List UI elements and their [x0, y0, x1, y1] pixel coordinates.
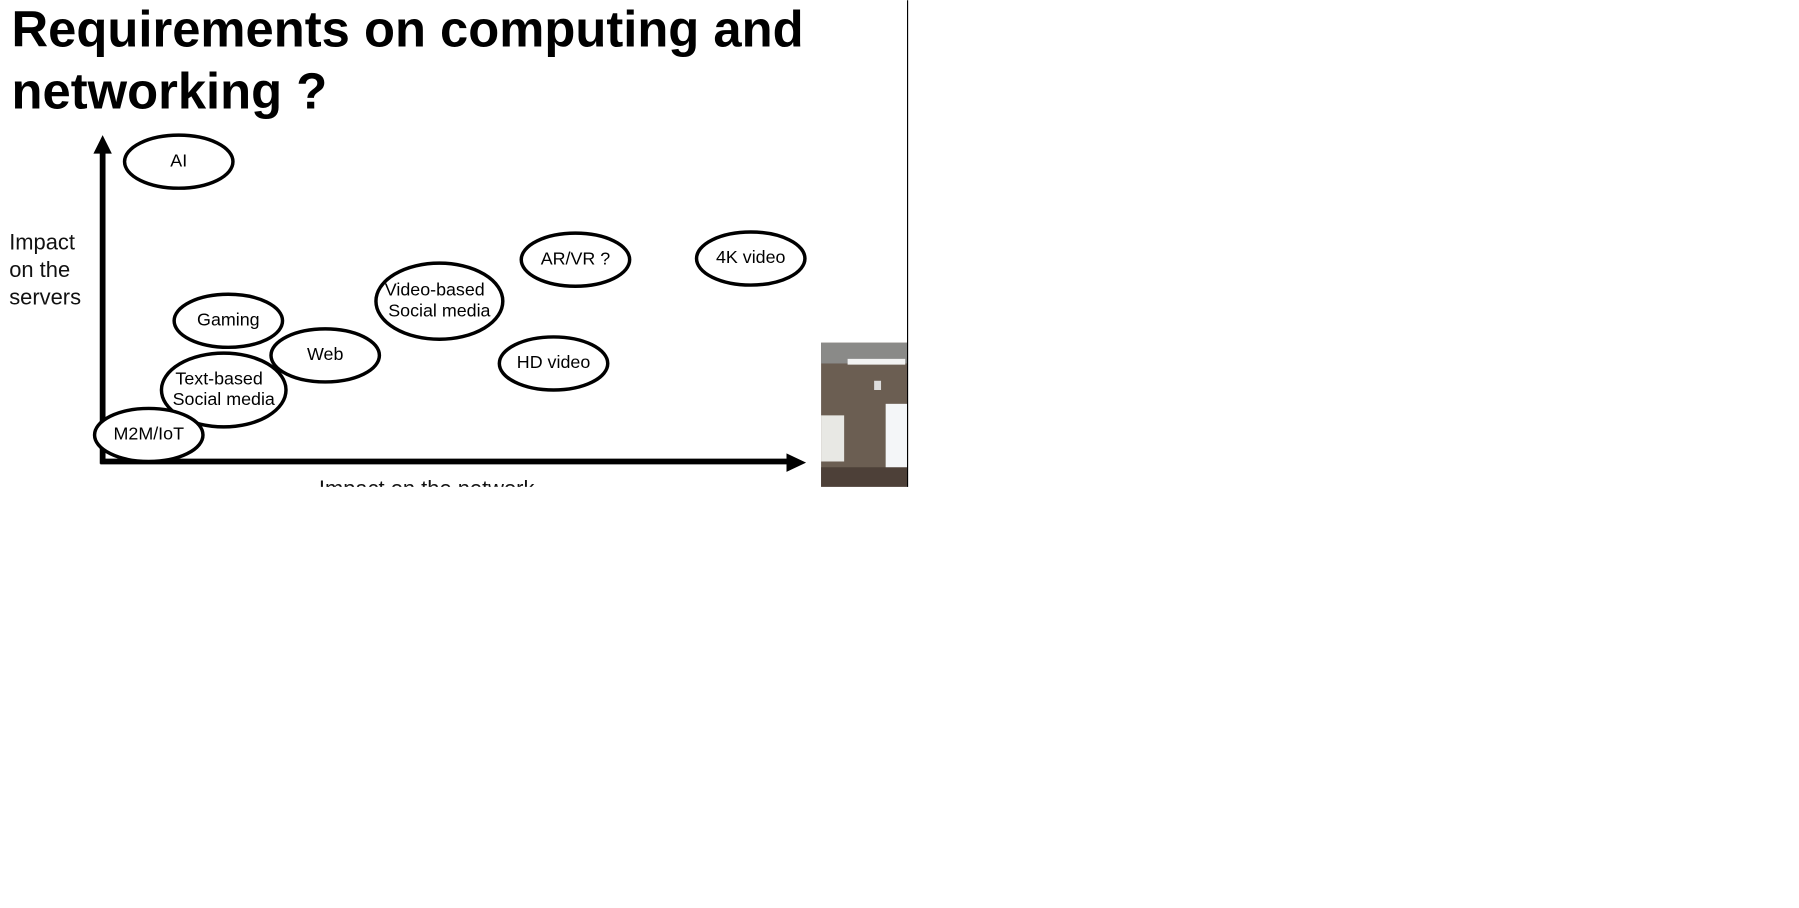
node-label: AI [170, 150, 187, 170]
node-ellipse [159, 351, 288, 429]
x-axis-label: Impact on the network [319, 476, 535, 501]
node-ellipse [694, 230, 807, 287]
node-label: HD video [517, 352, 591, 372]
slide-title: Requirements on computing and [12, 0, 804, 57]
webcam-thumbnail [821, 342, 908, 487]
node-ellipse [92, 406, 205, 464]
node-label: M2M/IoT [114, 424, 185, 444]
node-ellipse [122, 133, 235, 190]
y-axis-label: servers [9, 285, 81, 310]
node-label: Social media [388, 300, 490, 320]
y-axis-label: Impact [9, 229, 75, 254]
x-axis-arrow [786, 453, 807, 472]
node-ellipse [519, 231, 632, 288]
slide-title: networking ? [12, 63, 328, 120]
slide: Requirements on computing and networking… [9, 0, 908, 501]
node-ellipse [497, 335, 610, 392]
y-axis-arrow [93, 135, 112, 154]
node-label: Video-based [385, 280, 485, 300]
node-label: Text-based [175, 368, 262, 388]
node-ellipse [172, 292, 285, 350]
node-label: 4K video [716, 247, 786, 267]
node-ellipse [374, 261, 505, 341]
node-label: Web [307, 344, 343, 364]
node-ellipse [269, 327, 382, 384]
node-label: Gaming [197, 310, 260, 330]
y-axis-label: on the [9, 257, 70, 282]
node-label: Social media [173, 389, 275, 409]
node-label: AR/VR ? [541, 248, 611, 268]
